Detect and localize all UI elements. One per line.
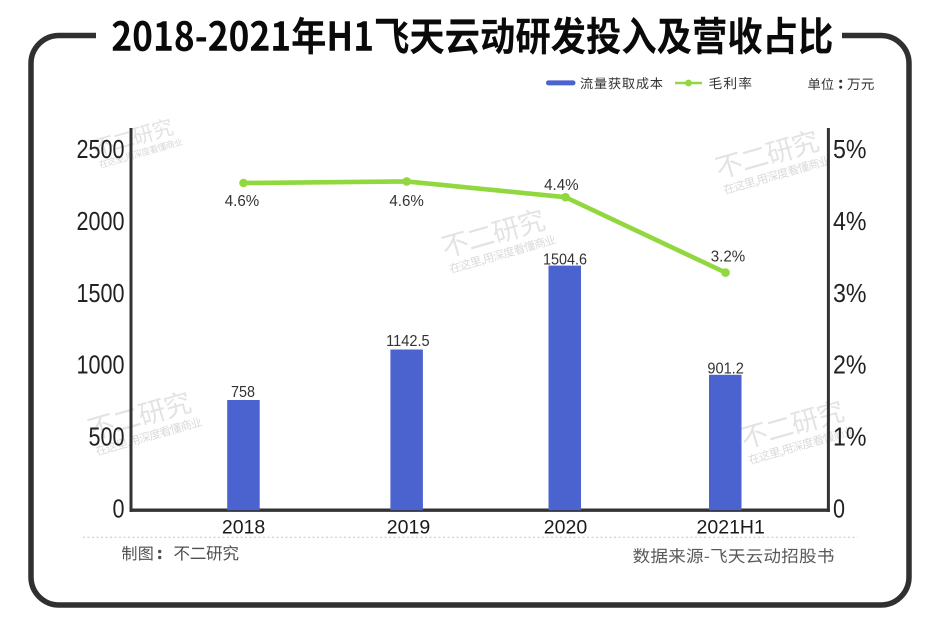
- svg-text:4.4%: 4.4%: [544, 177, 579, 194]
- svg-text:500: 500: [89, 424, 125, 452]
- svg-text:1142.5: 1142.5: [386, 333, 430, 350]
- svg-text:2021H1: 2021H1: [697, 517, 765, 539]
- svg-text:758: 758: [231, 384, 255, 401]
- svg-text:0: 0: [113, 496, 125, 524]
- svg-text:1000: 1000: [77, 352, 125, 380]
- svg-text:1%: 1%: [833, 424, 867, 452]
- svg-text:4.6%: 4.6%: [389, 193, 424, 210]
- svg-text:5%: 5%: [833, 136, 867, 164]
- svg-text:2018: 2018: [222, 517, 265, 539]
- svg-text:1500: 1500: [77, 280, 125, 308]
- svg-text:2000: 2000: [77, 208, 125, 236]
- svg-text:3.2%: 3.2%: [711, 249, 746, 266]
- svg-text:0: 0: [833, 496, 845, 524]
- svg-text:1504.6: 1504.6: [543, 252, 587, 269]
- svg-text:901.2: 901.2: [707, 361, 744, 378]
- svg-text:4%: 4%: [833, 208, 867, 236]
- svg-text:2019: 2019: [387, 517, 430, 539]
- svg-text:3%: 3%: [833, 280, 867, 308]
- svg-text:2500: 2500: [77, 136, 125, 164]
- svg-text:2%: 2%: [833, 352, 867, 380]
- svg-text:2020: 2020: [544, 517, 588, 539]
- svg-text:4.6%: 4.6%: [225, 193, 260, 210]
